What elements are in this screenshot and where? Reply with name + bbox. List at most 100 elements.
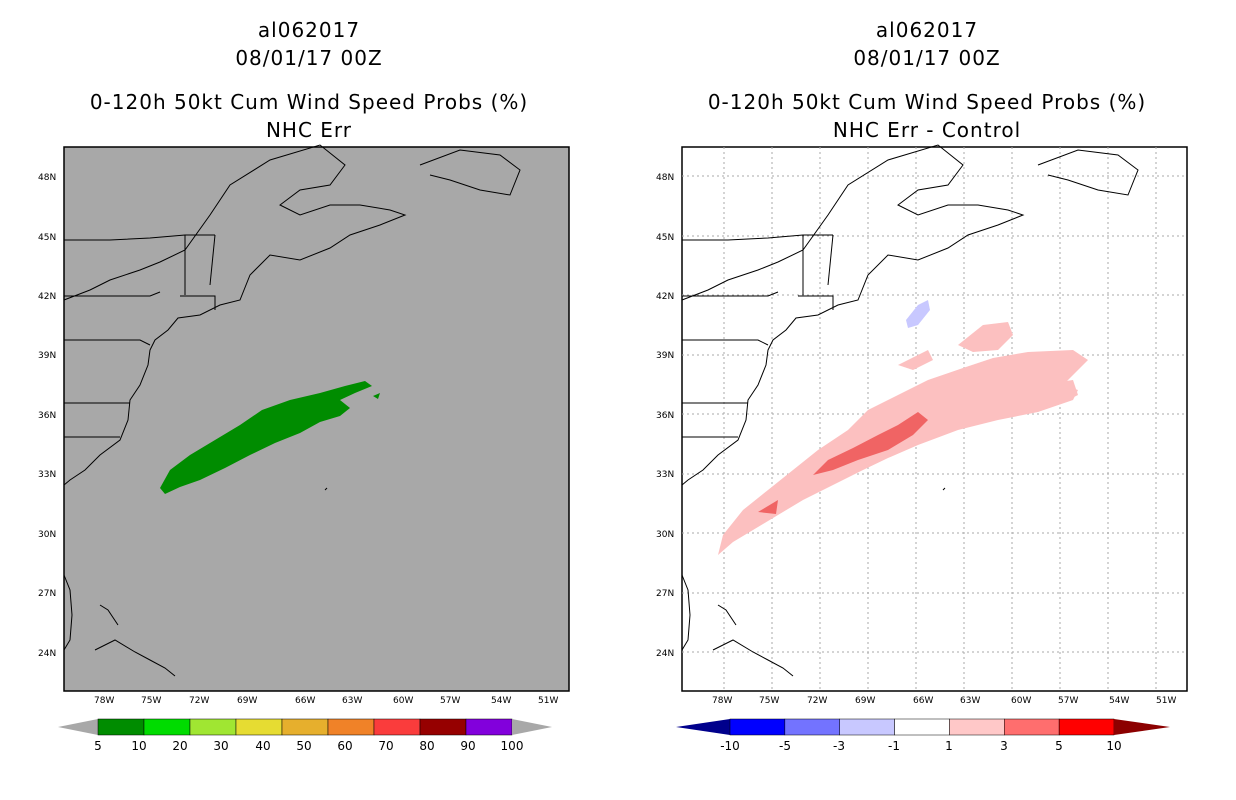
left-colorbar-over-arrow: [512, 719, 552, 735]
left-colorbar-label: 80: [419, 739, 434, 753]
right-datetime: 08/01/17 00Z: [853, 46, 1001, 70]
right-lat-label: 33N: [656, 470, 674, 480]
right-diff-mid-red-small: [758, 500, 778, 514]
left-colorbar-segment: [97, 718, 145, 736]
left-colorbar-segment: [281, 718, 329, 736]
right-colorbar-label: 10: [1106, 739, 1121, 753]
right-product-title: 0-120h 50kt Cum Wind Speed Probs (%): [707, 90, 1147, 114]
right-diff-light-blue: [906, 300, 930, 328]
right-diff-light-red: [718, 350, 1088, 555]
right-colorbar-segment: [894, 718, 950, 736]
left-colorbar-under-arrow: [58, 719, 98, 735]
left-lat-label: 33N: [38, 470, 56, 480]
right-colorbar-segment: [839, 718, 895, 736]
left-lon-labels: 78W 75W 72W 69W 66W 63W 60W 57W 54W 51W: [94, 696, 558, 706]
right-lat-label: 42N: [656, 292, 674, 302]
left-prob-fragment: [373, 393, 380, 399]
left-colorbar-segment: [419, 718, 467, 736]
right-lon-label: 78W: [712, 696, 732, 706]
left-colorbar-label: 90: [460, 739, 475, 753]
left-colorbar-segment: [327, 718, 375, 736]
right-panel: al062017 08/01/17 00Z 0-120h 50kt Cum Wi…: [618, 0, 1236, 800]
right-lon-label: 63W: [960, 696, 980, 706]
left-colorbar-label: 50: [296, 739, 311, 753]
left-lon-label: 66W: [295, 696, 315, 706]
right-storm-id: al062017: [875, 18, 979, 42]
right-lat-label: 30N: [656, 530, 674, 540]
left-colorbar-label: 70: [378, 739, 393, 753]
right-colorbar-label: 5: [1055, 739, 1063, 753]
right-lon-label: 57W: [1058, 696, 1078, 706]
left-lat-label: 27N: [38, 589, 56, 599]
right-lat-label: 39N: [656, 351, 674, 361]
right-lon-labels: 78W 75W 72W 69W 66W 63W 60W 57W 54W 51W: [712, 696, 1176, 706]
left-colorbar-label: 30: [213, 739, 228, 753]
left-colorbar-segment: [373, 718, 421, 736]
right-colorbar-label: -1: [888, 739, 900, 753]
right-lon-label: 69W: [855, 696, 875, 706]
right-diff-light-red-north: [958, 322, 1013, 352]
left-map-svg: 48N 45N 42N 39N 36N 33N 30N 27N 24N 78W …: [38, 144, 570, 753]
left-colorbar-label: 40: [255, 739, 270, 753]
left-colorbar: 5 10 20 30 40 50 60 70 80 90 100: [58, 718, 552, 753]
right-diff-mid-red: [813, 412, 928, 475]
right-colorbar-segment: [1004, 718, 1060, 736]
right-colorbar-label: -5: [779, 739, 791, 753]
right-colorbar-label: -10: [720, 739, 740, 753]
right-lon-label: 60W: [1011, 696, 1031, 706]
right-diff-light-red-east: [1038, 380, 1078, 405]
right-colorbar-label: 1: [945, 739, 953, 753]
left-colorbar-label: 20: [172, 739, 187, 753]
left-prob-region: [160, 381, 372, 494]
right-lat-label: 24N: [656, 649, 674, 659]
right-lon-label: 72W: [807, 696, 827, 706]
right-colorbar-under-arrow: [676, 719, 730, 735]
left-colorbar-segment: [189, 718, 237, 736]
right-map-svg: 48N 45N 42N 39N 36N 33N 30N 27N 24N 78W …: [656, 144, 1188, 753]
right-colorbar-segment: [949, 718, 1005, 736]
right-lon-label: 66W: [913, 696, 933, 706]
right-coastline: [681, 144, 1139, 677]
left-lat-label: 39N: [38, 351, 56, 361]
left-colorbar-label: 60: [337, 739, 352, 753]
left-lon-label: 51W: [538, 696, 558, 706]
left-colorbar-label: 10: [131, 739, 146, 753]
left-lat-label: 42N: [38, 292, 56, 302]
right-lon-label: 54W: [1109, 696, 1129, 706]
left-product-title: 0-120h 50kt Cum Wind Speed Probs (%): [89, 90, 529, 114]
left-subtitle: NHC Err: [265, 118, 353, 142]
left-lat-label: 24N: [38, 649, 56, 659]
left-lon-label: 72W: [189, 696, 209, 706]
right-lat-label: 45N: [656, 233, 674, 243]
right-colorbar-segment: [729, 718, 786, 736]
left-coastline: [63, 144, 521, 677]
right-subtitle: NHC Err - Control: [832, 118, 1022, 142]
right-lat-label: 27N: [656, 589, 674, 599]
left-lon-label: 60W: [393, 696, 413, 706]
left-colorbar-label: 5: [94, 739, 102, 753]
left-colorbar-segment: [235, 718, 283, 736]
right-lat-label: 36N: [656, 411, 674, 421]
left-lon-label: 75W: [141, 696, 161, 706]
left-lat-labels: 48N 45N 42N 39N 36N 33N 30N 27N 24N: [38, 173, 56, 659]
right-colorbar-over-arrow: [1114, 719, 1170, 735]
right-lat-labels: 48N 45N 42N 39N 36N 33N 30N 27N 24N: [656, 173, 674, 659]
right-diff-light-red-small: [898, 350, 933, 370]
right-colorbar-segment: [1058, 718, 1115, 736]
right-lon-label: 75W: [759, 696, 779, 706]
left-lon-label: 54W: [491, 696, 511, 706]
left-lat-label: 45N: [38, 233, 56, 243]
left-lon-label: 69W: [237, 696, 257, 706]
left-panel: al062017 08/01/17 00Z 0-120h 50kt Cum Wi…: [38, 18, 570, 753]
left-lat-label: 48N: [38, 173, 56, 183]
left-lon-label: 78W: [94, 696, 114, 706]
left-lat-label: 30N: [38, 530, 56, 540]
right-colorbar-segment: [784, 718, 840, 736]
left-colorbar-label: 100: [501, 739, 524, 753]
right-lon-label: 51W: [1156, 696, 1176, 706]
left-colorbar-segment: [465, 718, 513, 736]
left-lon-label: 63W: [342, 696, 362, 706]
right-colorbar-label: -3: [833, 739, 845, 753]
right-colorbar: -10 -5 -3 -1 1 3 5 10: [676, 718, 1170, 753]
left-datetime: 08/01/17 00Z: [235, 46, 383, 70]
